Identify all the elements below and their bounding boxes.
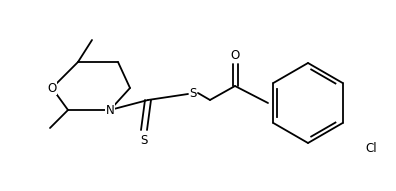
- Text: Cl: Cl: [365, 142, 377, 155]
- Text: O: O: [48, 82, 57, 95]
- Text: S: S: [140, 134, 148, 146]
- Text: S: S: [189, 87, 197, 100]
- Text: N: N: [106, 104, 114, 117]
- Text: O: O: [230, 49, 240, 62]
